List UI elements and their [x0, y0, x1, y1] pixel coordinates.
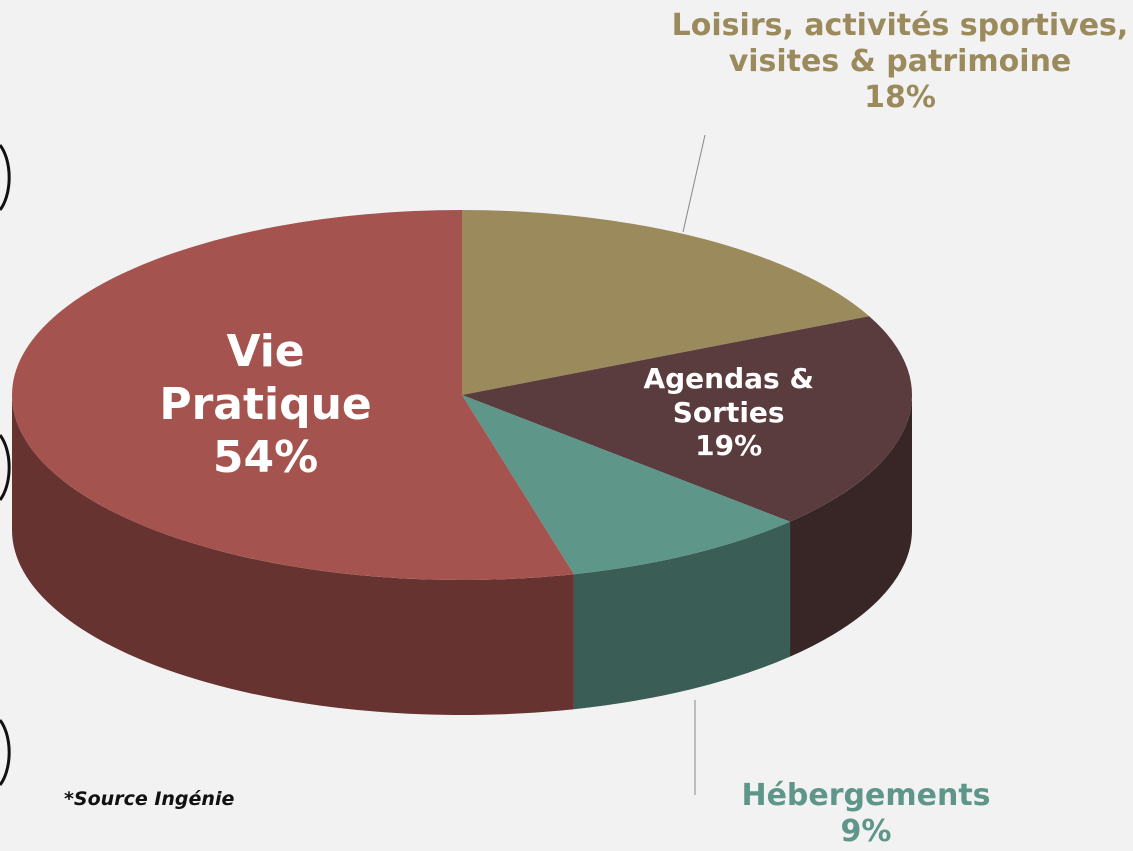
value-label: 9% — [840, 814, 892, 849]
source-note: *Source Ingénie — [64, 788, 235, 810]
pie-slice-side — [573, 521, 791, 710]
pie-slice — [462, 395, 791, 575]
slice-label: Vie Pratique 54% — [146, 326, 386, 484]
decor-arc — [0, 719, 11, 786]
decor-arc — [0, 144, 11, 211]
category-label: Loisirs, activités sportives, visites & … — [671, 8, 1129, 79]
value-label: 18% — [864, 80, 936, 115]
pie-slice — [462, 316, 912, 522]
slice-label: Loisirs, activités sportives, visites & … — [660, 8, 1133, 116]
value-label: 19% — [695, 429, 763, 463]
pie-slice-side — [790, 395, 912, 657]
category-label: Agendas & Sorties — [643, 361, 814, 429]
pie-slice — [11, 210, 574, 580]
pie-slice-side — [12, 395, 574, 715]
category-label: Hébergements — [741, 778, 991, 813]
leader-line — [682, 134, 706, 233]
category-label: Vie Pratique — [159, 326, 372, 430]
slice-label: Hébergements 9% — [716, 778, 1016, 850]
decor-arc — [0, 434, 11, 501]
pie-slice — [462, 210, 870, 395]
value-label: 54% — [212, 431, 319, 483]
slice-label: Agendas & Sorties 19% — [619, 362, 839, 463]
